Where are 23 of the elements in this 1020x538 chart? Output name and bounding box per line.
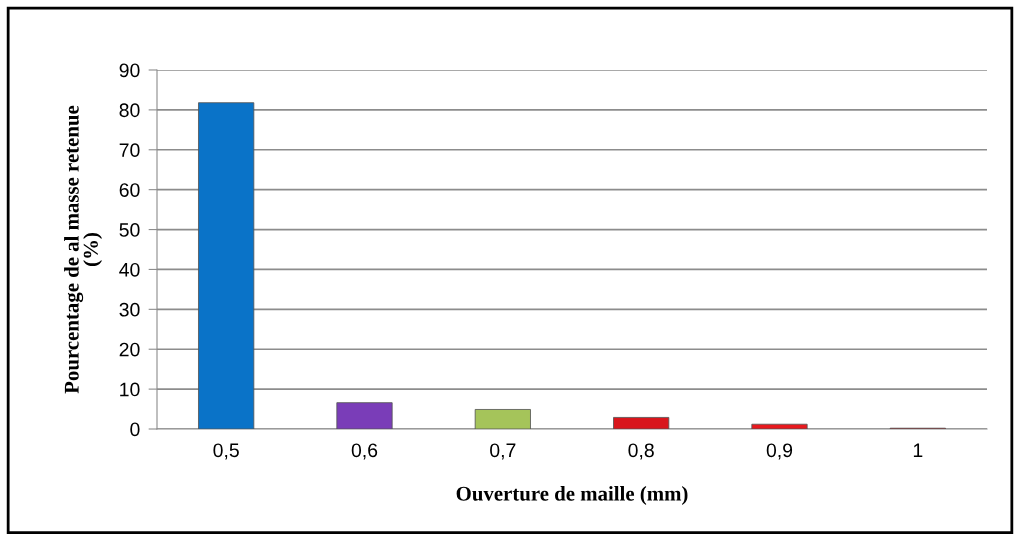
x-tick-label: 0,6 <box>351 443 378 460</box>
y-tick-label: 80 <box>119 103 140 118</box>
bar <box>474 409 531 429</box>
y-tick-label: 90 <box>119 63 140 78</box>
bar <box>751 423 808 429</box>
x-tick-label: 1 <box>913 443 923 457</box>
bar <box>613 417 670 429</box>
x-tick-label: 0,5 <box>213 443 239 460</box>
x-tick-label: 0,7 <box>490 443 516 460</box>
y-tick-label: 60 <box>119 183 140 197</box>
y-tick-label: 20 <box>119 342 140 357</box>
bar <box>198 102 255 429</box>
y-tick-label: 10 <box>120 382 140 397</box>
y-tick-label: 40 <box>119 262 140 277</box>
x-axis-title: Ouverture de maille (mm) <box>456 486 688 505</box>
y-tick-label: 30 <box>119 302 140 317</box>
x-tick-label: 0,9 <box>766 443 793 460</box>
y-tick-label: 70 <box>119 143 140 158</box>
bar <box>336 402 393 429</box>
y-axis-title: Pourcentage de al masse retenue (%) <box>64 105 103 394</box>
y-tick-label: 50 <box>119 223 140 237</box>
y-tick-label: 0 <box>130 422 140 437</box>
x-tick-label: 0,8 <box>628 443 654 460</box>
